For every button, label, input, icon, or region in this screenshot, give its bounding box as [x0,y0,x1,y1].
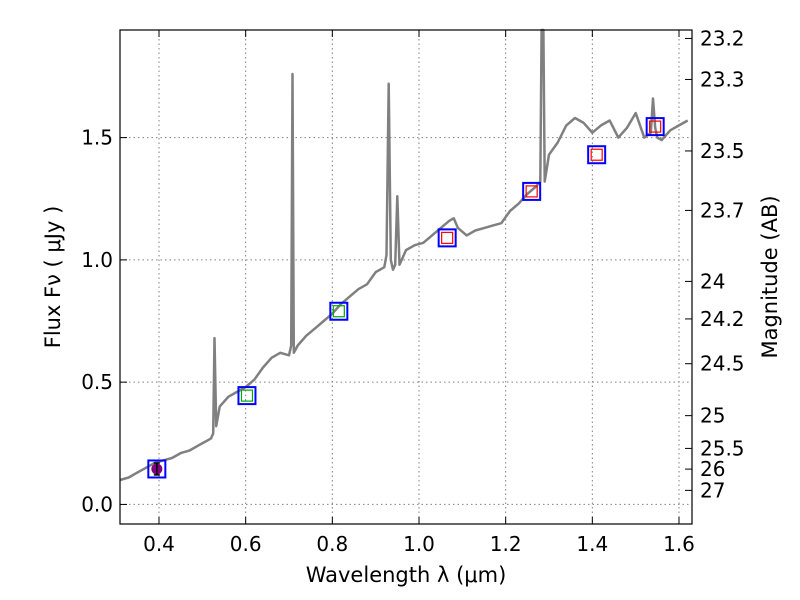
magnitude-tick-label: 24 [700,269,725,293]
y-tick-label: 1.0 [81,248,113,272]
photometry-marker [237,386,257,406]
photometry-point-red [522,181,542,201]
grid-lines [120,30,692,524]
x-tick-label: 1.0 [403,532,435,556]
photometry-marker [587,145,607,165]
y2-axis-label: Magnitude (AB) [758,195,782,358]
y-tick-label: 0.5 [81,370,113,394]
y-axis-label: Flux Fν ( μJy ) [41,206,65,349]
x-tick-label: 0.8 [316,532,348,556]
magnitude-tick-label: 23.7 [700,198,745,222]
x-axis-label: Wavelength λ (μm) [306,563,507,587]
x-tick-label: 0.4 [143,532,175,556]
y-tick-label: 0.0 [81,492,113,516]
magnitude-tick-label: 25 [700,404,725,428]
photometry-point-red [437,228,457,248]
photometry-inner-marker [240,389,254,402]
photometry-marker [437,228,457,248]
photometry-point-red [645,117,665,137]
photometry-point-violet [147,459,167,479]
photometry-marker [329,301,349,321]
magnitude-tick-label: 23.5 [700,139,745,163]
x-tick-label: 1.4 [576,532,608,556]
x-tick-label: 1.2 [490,532,522,556]
photometry-points [147,117,665,479]
photometry-marker [645,117,665,137]
magnitude-tick-label: 23.2 [700,26,745,50]
photometry-point-red [587,145,607,165]
photometry-inner-marker [590,148,603,161]
photometry-inner-marker [649,120,662,133]
photometry-marker [522,181,542,201]
magnitude-tick-label: 23.3 [700,67,745,91]
magnitude-tick-label: 24.2 [700,307,745,331]
magnitude-tick-label: 27 [700,478,725,502]
photometry-point-green [237,386,257,406]
photometry-point-green [329,301,349,321]
x-axis-ticks: 0.4 0.6 0.8 1.0 1.2 1.4 1.6 [143,30,695,556]
magnitude-tick-label: 26 [700,457,725,481]
spectrum-line [119,28,689,482]
magnitude-tick-label: 25.5 [700,436,745,460]
photometry-inner-marker [525,185,538,198]
x-tick-label: 1.6 [663,532,695,556]
photometry-inner-marker [441,231,454,244]
plot-frame [119,29,693,525]
photometry-inner-marker [332,305,345,318]
photometry-marker [147,459,167,479]
x-tick-label: 0.6 [230,532,262,556]
y-tick-label: 1.5 [81,126,113,150]
magnitude-tick-label: 24.5 [700,352,745,376]
y-axis-ticks: 0.0 0.5 1.0 1.5 [81,126,127,516]
